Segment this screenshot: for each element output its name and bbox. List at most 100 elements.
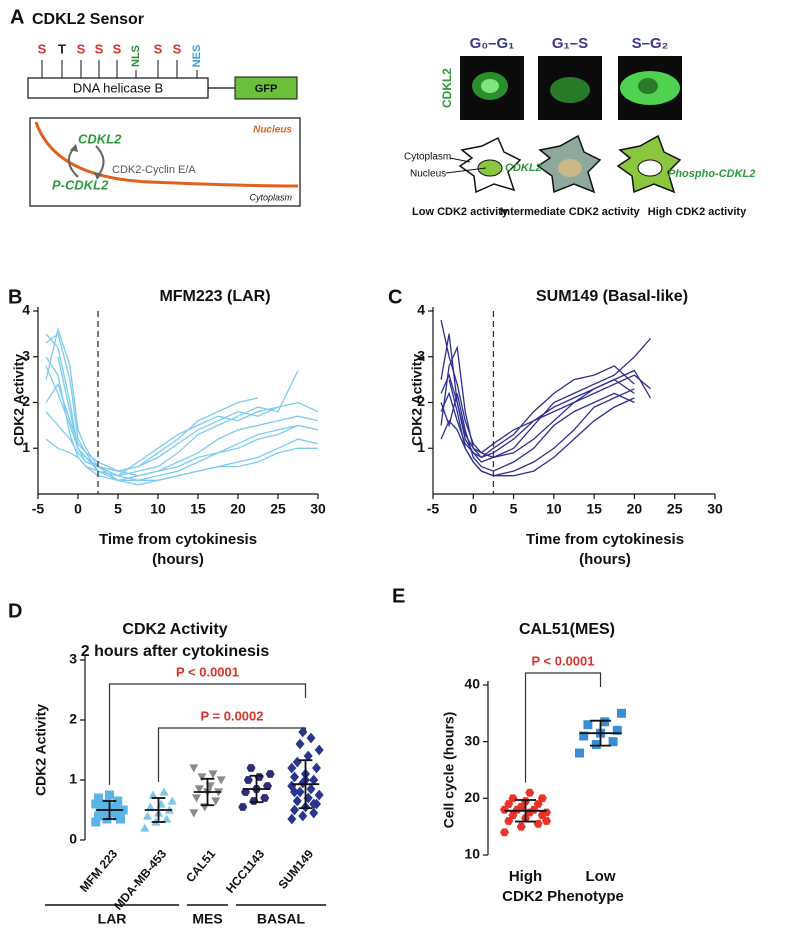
y-axis-label: CDK2 Activity	[33, 704, 49, 796]
trace	[440, 319, 651, 459]
p-cdkl2-label: P-CDKL2	[52, 177, 109, 192]
y-tick-label: 1	[69, 771, 77, 787]
y-axis-label: Cell cycle (hours)	[441, 712, 457, 829]
panel-label: C	[388, 286, 402, 308]
x-tick-label: 20	[230, 501, 246, 517]
cdkl2-callout: CDKL2	[505, 162, 542, 174]
data-point	[94, 793, 103, 803]
x-tick-label: 10	[150, 501, 166, 517]
data-point	[516, 822, 526, 831]
trace	[440, 365, 635, 459]
phase-title: G₁–S	[552, 35, 588, 52]
x-tick-label: 25	[667, 501, 683, 517]
site-label: S	[77, 41, 86, 56]
panel-label: D	[8, 600, 22, 622]
y-tick-label: 10	[464, 846, 480, 862]
data-point	[140, 823, 150, 832]
x-tick-label: 30	[707, 501, 723, 517]
data-point	[238, 803, 248, 811]
data-point	[312, 762, 321, 774]
phase-title: G₀–G₁	[470, 35, 515, 52]
kinase-label: CDK2-Cyclin E/A	[112, 164, 196, 176]
group-label: LAR	[98, 911, 127, 927]
y-tick-label: 3	[417, 347, 425, 363]
y-tick-label: 2	[22, 393, 30, 409]
data-point	[189, 809, 199, 818]
data-point	[306, 732, 316, 744]
data-point	[243, 776, 253, 784]
x-tick-label: 25	[270, 501, 286, 517]
data-point	[113, 796, 123, 806]
x-axis-label: Time from cytokinesis	[526, 531, 684, 548]
x-tick-label: MFM 223	[77, 847, 121, 895]
trace	[440, 397, 635, 477]
data-point	[583, 720, 593, 730]
nucleus-callout: Nucleus	[410, 169, 446, 180]
data-point	[162, 814, 172, 823]
x-axis-label: (hours)	[579, 551, 631, 568]
phase-caption: Intermediate CDK2 activity	[500, 206, 640, 218]
trace	[440, 369, 652, 454]
phase-caption: High CDK2 activity	[648, 206, 747, 218]
data-point	[192, 794, 201, 803]
y-axis-label: CDK2 Activity	[409, 354, 425, 446]
chart-subtitle: 2 hours after cytokinesis	[81, 643, 270, 660]
nucleus-signal	[638, 78, 658, 94]
nucleus-signal	[481, 79, 499, 93]
x-tick-label: MDA-MB-453	[111, 847, 170, 913]
data-point	[314, 744, 324, 756]
trace	[45, 365, 319, 481]
y-tick-label: 3	[22, 347, 30, 363]
data-point	[306, 783, 316, 795]
data-point	[194, 785, 204, 794]
data-point	[309, 774, 319, 786]
trace	[45, 411, 319, 481]
x-tick-label: -5	[427, 501, 440, 517]
data-point	[145, 802, 155, 811]
trace	[57, 356, 299, 477]
data-point	[265, 770, 275, 778]
group-label: MES	[192, 911, 222, 927]
sites: S T S S S NLS S S NES	[38, 41, 203, 78]
site-label: S	[113, 41, 122, 56]
data-point	[309, 807, 319, 819]
nucleus-label: Nucleus	[253, 125, 292, 136]
x-axis-label: CDK2 Phenotype	[502, 888, 624, 905]
data-point	[105, 790, 114, 800]
cell-nucleus	[558, 159, 582, 177]
x-tick-label: 15	[190, 501, 206, 517]
y-tick-label: 4	[22, 302, 30, 318]
data-point	[600, 717, 610, 727]
group-label: BASAL	[257, 911, 306, 927]
site-label: S	[38, 41, 47, 56]
data-point	[537, 794, 547, 803]
panel-label: B	[8, 286, 22, 308]
arrow	[95, 145, 105, 177]
significance-label: P = 0.0002	[200, 708, 263, 723]
callout-line	[445, 167, 487, 174]
site-label: NES	[191, 45, 203, 68]
cdkl2-label: CDKL2	[78, 131, 122, 146]
data-point	[575, 748, 584, 758]
y-tick-label: 2	[417, 393, 425, 409]
cytoplasm-callout: Cytoplasm	[404, 152, 451, 163]
data-point	[287, 762, 297, 774]
data-point	[290, 771, 299, 783]
y-tick-label: 3	[69, 651, 77, 667]
x-tick-label: 20	[627, 501, 643, 517]
site-label: S	[173, 41, 182, 56]
data-point	[116, 814, 125, 824]
trace	[45, 382, 279, 477]
site-label: T	[58, 41, 66, 56]
data-point	[148, 790, 158, 799]
data-point	[608, 737, 618, 747]
y-tick-label: 2	[69, 711, 77, 727]
x-tick-label: 15	[586, 501, 602, 517]
x-tick-label: 30	[310, 501, 326, 517]
x-tick-label: 0	[469, 501, 477, 517]
x-tick-label: SUM149	[275, 847, 316, 892]
trace	[45, 424, 319, 481]
cell-nucleus	[637, 159, 663, 177]
panel-a: A CDKL2 Sensor S T S S S NLS S S NES DNA helicas…	[10, 6, 755, 218]
